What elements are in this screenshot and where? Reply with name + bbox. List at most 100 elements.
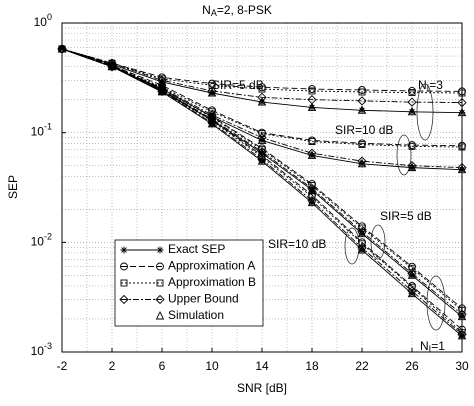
marker	[357, 156, 367, 166]
ellipse	[370, 224, 386, 260]
marker	[307, 185, 317, 194]
annotation-sub: I	[429, 344, 432, 354]
marker	[308, 87, 316, 95]
marker	[157, 86, 167, 96]
marker	[207, 86, 217, 96]
x-tick-label: 10	[205, 359, 219, 373]
marker	[120, 262, 128, 271]
title-part: =2, 8-PSK	[217, 3, 272, 17]
marker	[257, 154, 267, 165]
marker	[357, 105, 367, 114]
marker	[258, 98, 266, 106]
annotation: NI=1	[420, 339, 445, 354]
marker	[358, 88, 366, 96]
marker	[120, 279, 128, 287]
marker	[408, 164, 416, 172]
marker	[357, 245, 367, 254]
marker	[155, 294, 165, 305]
series-line	[61, 48, 463, 169]
x-tick-label: 14	[255, 359, 269, 373]
legend-label: Approximation A	[168, 259, 255, 273]
x-axis-label: SNR [dB]	[237, 381, 287, 395]
marker	[156, 262, 164, 271]
x-tick-label: 22	[355, 359, 369, 373]
annotation-part: =1	[431, 339, 445, 353]
marker	[357, 158, 367, 168]
marker	[307, 197, 317, 207]
y-tick-base: 10	[31, 344, 45, 358]
y-tick-exponent: 0	[47, 12, 52, 22]
marker	[358, 224, 366, 232]
marker	[407, 106, 417, 116]
legend-box	[114, 239, 264, 327]
marker	[258, 157, 266, 165]
legend-label: Simulation	[168, 308, 224, 322]
marker	[208, 106, 216, 115]
marker	[257, 133, 267, 143]
marker	[408, 290, 416, 298]
marker	[107, 59, 117, 68]
plot	[57, 43, 467, 340]
annotation-part: =3	[429, 78, 443, 92]
x-tick-label: -2	[57, 359, 68, 373]
y-tick-exponent: -1	[44, 122, 52, 132]
annotation: SIR=10 dB	[335, 123, 393, 137]
title-sub: A	[211, 8, 217, 18]
y-tick-exponent: -2	[44, 232, 52, 242]
marker	[358, 106, 366, 114]
marker	[407, 288, 417, 298]
series-line	[61, 48, 463, 92]
annotation: NI=3	[418, 78, 443, 93]
title-part: N	[202, 3, 211, 17]
marker	[258, 149, 266, 157]
marker	[407, 268, 417, 279]
legend-label: Upper Bound	[168, 292, 239, 306]
marker	[308, 138, 316, 145]
marker	[308, 193, 316, 201]
x-tick-label: 30	[455, 359, 469, 373]
marker	[407, 162, 417, 172]
marker	[257, 92, 267, 102]
marker	[157, 84, 167, 93]
y-tick-base: 10	[31, 235, 45, 249]
marker	[307, 102, 317, 111]
marker	[258, 85, 266, 93]
y-tick-label: 10-1	[31, 122, 52, 139]
series-line	[61, 48, 463, 315]
marker	[107, 61, 117, 71]
marker	[358, 246, 366, 254]
marker	[408, 108, 416, 116]
marker	[408, 262, 416, 271]
y-tick-label: 100	[34, 12, 52, 29]
marker	[119, 294, 129, 305]
marker	[408, 142, 416, 150]
series-line	[61, 48, 463, 94]
marker	[207, 115, 217, 124]
marker	[307, 148, 317, 158]
series-line	[61, 48, 463, 147]
marker	[358, 139, 366, 148]
marker	[407, 270, 417, 279]
marker	[307, 150, 317, 159]
annotation-part: N	[420, 339, 429, 353]
marker	[308, 186, 316, 194]
legend-label: Exact SEP	[168, 242, 225, 256]
marker	[308, 136, 316, 145]
marker	[120, 246, 128, 254]
marker	[307, 196, 317, 206]
marker	[407, 161, 417, 171]
marker	[308, 151, 316, 159]
marker	[308, 85, 316, 93]
marker	[207, 118, 217, 128]
marker	[208, 89, 216, 97]
marker	[307, 183, 317, 194]
marker	[308, 103, 316, 111]
chart-title: NA=2, 8-PSK	[202, 3, 272, 18]
marker	[408, 141, 416, 150]
annotation: SIR=5 dB	[380, 209, 432, 223]
y-tick-base: 10	[34, 15, 48, 29]
marker	[258, 83, 266, 92]
marker	[207, 87, 217, 97]
marker	[358, 160, 366, 168]
